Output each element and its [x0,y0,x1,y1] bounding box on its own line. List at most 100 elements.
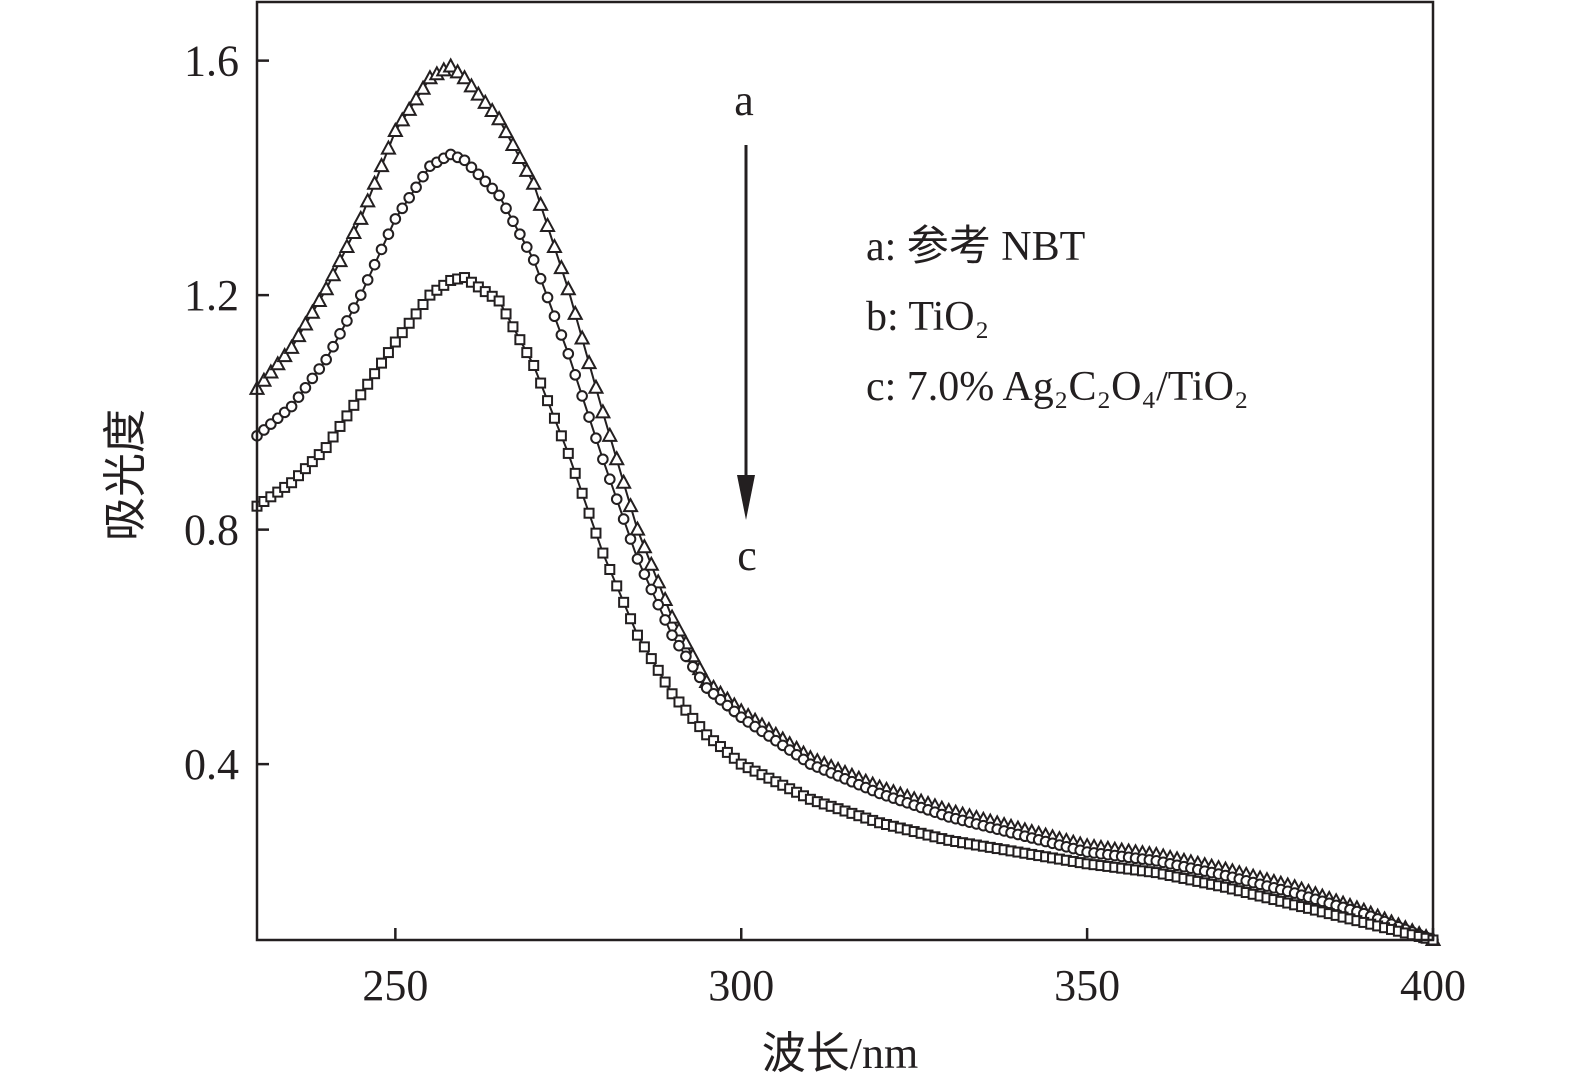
data-point-b [299,381,312,394]
data-point-a [539,216,556,232]
data-point-c [410,308,422,320]
data-point-a [497,123,515,139]
data-point-a [567,304,584,320]
data-point-a [442,57,459,73]
data-point-b [327,340,339,353]
y-tick-label: 0.4 [184,740,239,789]
data-point-a [525,174,542,190]
data-point-b [500,202,512,215]
data-point-b [617,513,630,525]
data-point-b [652,598,665,611]
data-point-a [490,110,508,126]
data-point-c [576,487,588,499]
data-point-c [638,641,650,653]
data-point-a [449,63,466,79]
data-point-a [594,403,612,419]
data-point-c [542,395,554,407]
data-point-a [276,346,293,363]
data-point-a [622,497,639,513]
series-line-c [256,276,1434,941]
plot-frame [255,0,1435,942]
data-point-a [311,291,328,307]
data-point-a [477,93,494,109]
data-point-a [615,473,632,489]
data-point-b [368,258,381,271]
data-point-b [410,181,422,194]
data-point-b [403,192,415,204]
data-point-c [535,377,547,389]
data-point-b [659,614,671,626]
data-point-c [708,735,720,747]
data-point-c [376,357,388,369]
data-point-b [348,302,360,314]
data-point-b [693,671,706,684]
data-point-c [562,447,574,459]
data-point-c [500,308,512,320]
data-point-c [555,430,567,442]
data-point-c [293,470,305,482]
data-point-b [375,243,388,256]
data-point-b [458,154,471,167]
data-point-c [659,676,671,688]
data-point-b [354,289,367,301]
data-point-a [345,223,363,239]
data-point-b [638,568,651,580]
data-point-c [514,334,526,346]
data-point-b [292,391,305,403]
data-point-c [652,664,664,676]
data-point-a [297,315,314,331]
data-point-a [387,121,404,137]
data-point-a [532,195,549,211]
data-point-b [569,369,582,381]
data-point-c [493,295,505,307]
data-point-a [414,79,432,95]
data-point-b [520,241,533,253]
data-point-b [334,328,346,340]
data-point-b [389,213,402,225]
data-point-a [255,371,273,387]
data-point-c [521,347,533,359]
data-point-a [394,111,411,127]
data-point-b [361,274,374,286]
series-c [251,272,1439,946]
data-point-a [580,354,598,370]
data-point-c [583,507,595,519]
data-point-c [362,378,374,390]
data-point-a [352,209,369,225]
ticks: 250 300 350 400 0.4 0.8 1.2 1.6 [184,37,1466,1010]
data-point-c [590,527,602,539]
data-point-b [507,215,519,228]
data-point-c [348,399,360,411]
data-point-c [355,389,367,401]
data-point-b [673,639,685,652]
data-point-a [359,192,376,208]
series-b [251,148,1439,946]
legend-entry-a: a: 参考 NBT [866,223,1085,270]
data-point-b [534,272,547,285]
data-point-a [484,101,501,118]
data-point-b [396,202,409,215]
data-point-c [320,442,332,454]
data-point-b [680,650,692,663]
x-axis-label: 波长/nm [762,1029,918,1078]
x-tick-label: 400 [1400,961,1466,1010]
data-point-a [504,135,522,152]
data-point-c [389,336,401,348]
data-point-b [666,629,678,641]
trend-arrow-head [737,475,755,520]
annotation-end-c: c [737,531,757,580]
data-point-b [590,432,602,444]
data-point-c [507,321,519,333]
data-point-c [625,613,637,625]
data-point-c [714,741,726,753]
data-point-c [611,580,623,592]
data-point-a [269,355,286,371]
series-layer [248,57,1442,946]
data-point-c [286,477,298,489]
data-point-b [417,170,429,183]
data-point-c [597,547,609,559]
data-point-c [604,563,616,575]
data-point-c [721,746,733,758]
data-point-a [401,100,418,116]
